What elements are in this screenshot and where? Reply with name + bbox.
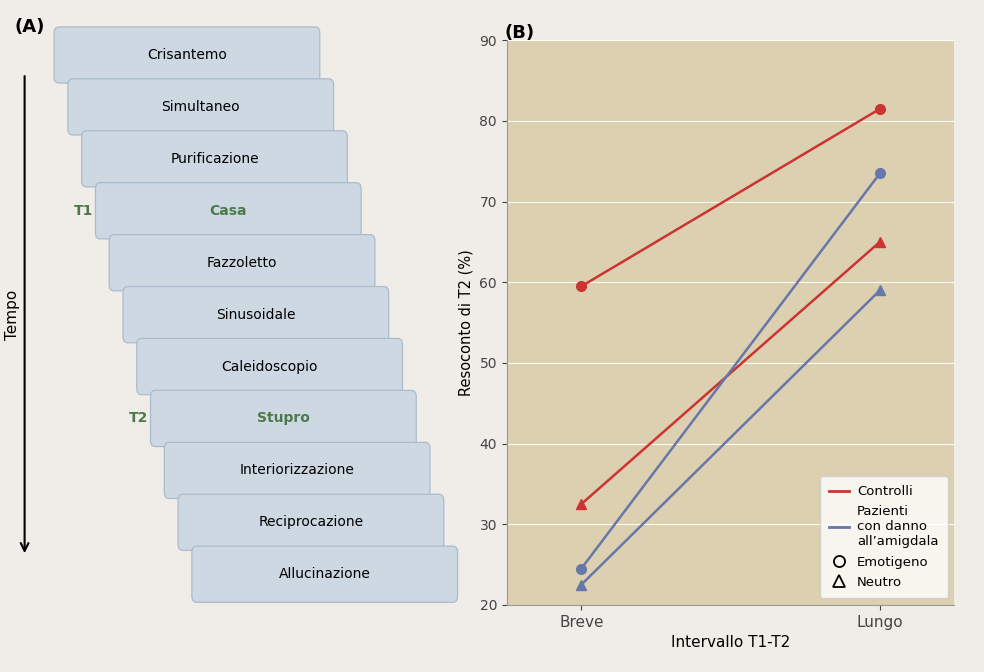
FancyBboxPatch shape (82, 131, 347, 187)
FancyBboxPatch shape (68, 79, 334, 135)
Text: Fazzoletto: Fazzoletto (207, 255, 277, 269)
FancyBboxPatch shape (164, 442, 430, 499)
Text: Interiorizzazione: Interiorizzazione (240, 464, 354, 477)
Text: Tempo: Tempo (5, 290, 20, 340)
Text: (A): (A) (15, 18, 45, 36)
Text: Stupro: Stupro (257, 411, 310, 425)
Text: T2: T2 (129, 411, 149, 425)
FancyBboxPatch shape (95, 183, 361, 239)
FancyBboxPatch shape (109, 235, 375, 291)
Y-axis label: Resoconto di T2 (%): Resoconto di T2 (%) (459, 249, 474, 396)
Text: Casa: Casa (210, 204, 247, 218)
Text: (B): (B) (505, 24, 535, 42)
Text: Purificazione: Purificazione (170, 152, 259, 166)
Text: Allucinazione: Allucinazione (278, 567, 371, 581)
Text: Caleidoscopio: Caleidoscopio (221, 360, 318, 374)
FancyBboxPatch shape (123, 286, 389, 343)
FancyBboxPatch shape (178, 494, 444, 550)
Legend: Controlli, Pazienti
con danno
all’amigdala, Emotigeno, Neutro: Controlli, Pazienti con danno all’amigda… (821, 476, 948, 598)
FancyBboxPatch shape (137, 339, 402, 394)
Text: Simultaneo: Simultaneo (161, 100, 240, 114)
Text: Sinusoidale: Sinusoidale (216, 308, 295, 322)
Text: Reciprocazione: Reciprocazione (259, 515, 363, 530)
Text: Crisantemo: Crisantemo (147, 48, 227, 62)
FancyBboxPatch shape (54, 27, 320, 83)
X-axis label: Intervallo T1-T2: Intervallo T1-T2 (671, 635, 790, 650)
FancyBboxPatch shape (192, 546, 458, 602)
Text: T1: T1 (74, 204, 93, 218)
FancyBboxPatch shape (151, 390, 416, 447)
